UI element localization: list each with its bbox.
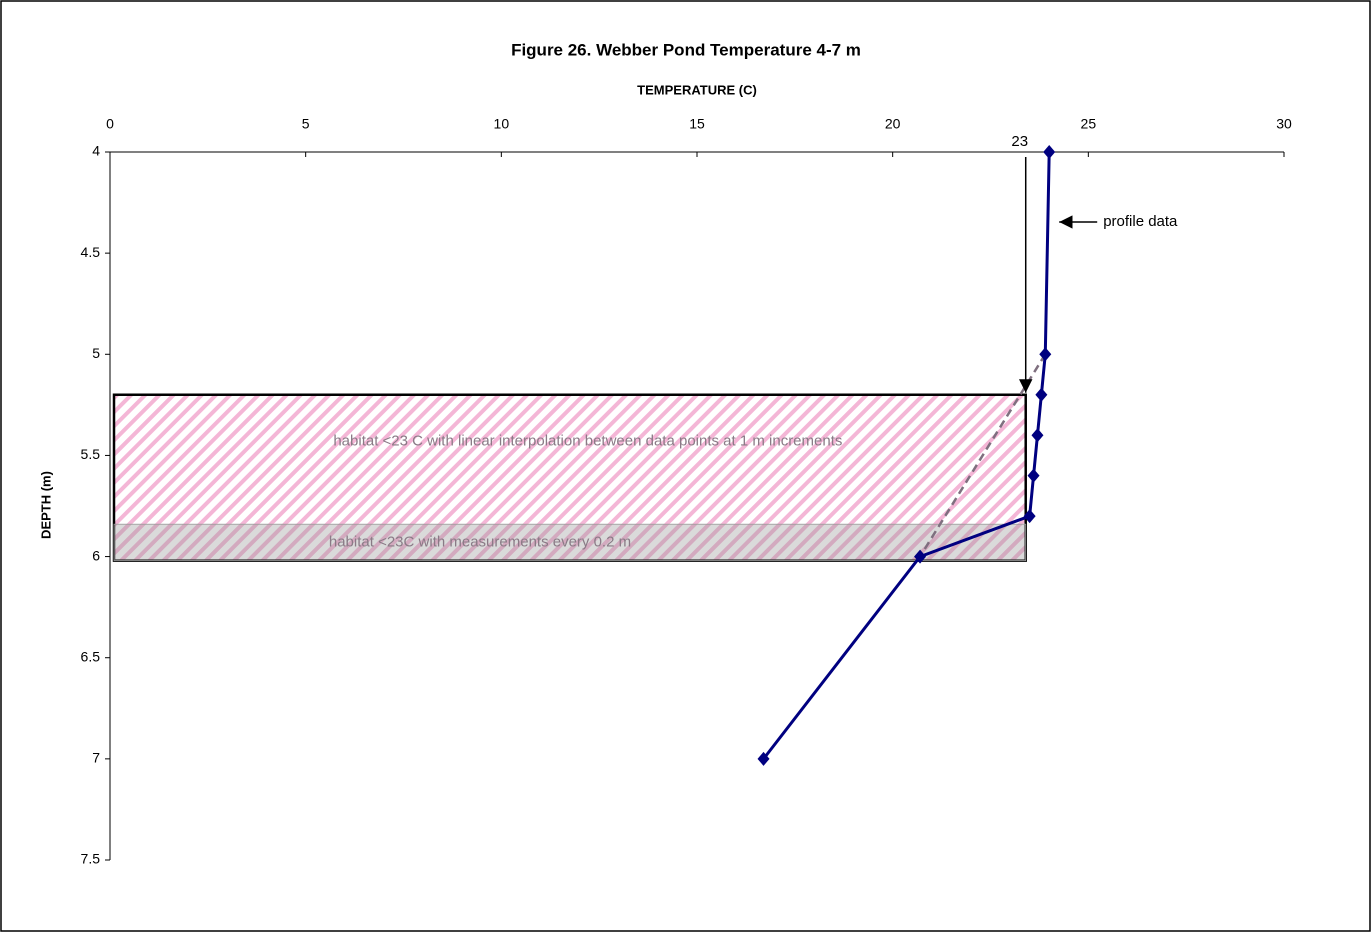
x-tick-label: 15 [689, 116, 705, 132]
y-tick-label: 7 [92, 750, 100, 766]
y-tick-label: 4.5 [81, 244, 101, 260]
chart-title: Figure 26. Webber Pond Temperature 4-7 m [511, 40, 861, 59]
data-point [914, 549, 927, 564]
y-tick-label: 5 [92, 345, 100, 361]
region-label: habitat <23C with measurements every 0.2… [329, 533, 631, 550]
x-tick-label: 25 [1081, 116, 1097, 132]
data-point [1035, 387, 1048, 402]
threshold-label: 23 [1011, 133, 1028, 150]
data-point [1043, 145, 1056, 159]
data-point [1039, 347, 1052, 362]
profile-line [762, 151, 1051, 760]
x-axis-title: TEMPERATURE (C) [637, 82, 757, 97]
data-point [1023, 509, 1036, 524]
habitat-region [112, 393, 1027, 562]
y-tick-label: 7.5 [81, 851, 101, 867]
x-tick-label: 5 [302, 116, 310, 132]
y-axis-title: DEPTH (m) [38, 471, 53, 539]
habitat-region [113, 523, 1027, 562]
x-tick-label: 0 [106, 116, 114, 132]
y-tick-label: 4 [92, 143, 100, 159]
series-annotation: profile data [1103, 213, 1178, 230]
x-tick-label: 30 [1276, 116, 1292, 132]
y-tick-label: 5.5 [81, 446, 101, 462]
x-tick-label: 10 [494, 116, 510, 132]
data-point [1027, 468, 1040, 483]
region-label: habitat <23 C with linear interpolation … [333, 433, 842, 450]
y-tick-label: 6 [92, 547, 100, 563]
x-tick-label: 20 [885, 116, 901, 132]
data-point [1031, 428, 1044, 443]
data-point [757, 751, 770, 766]
y-tick-label: 6.5 [81, 648, 101, 664]
